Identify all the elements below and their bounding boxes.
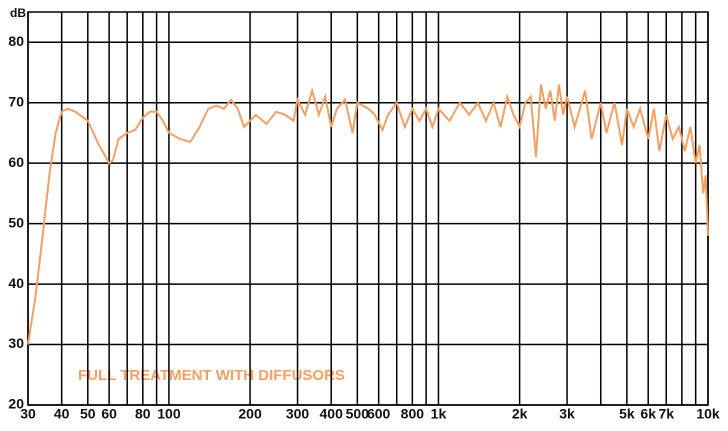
x-tick-label: 60 — [101, 406, 117, 422]
line — [27, 84, 709, 345]
x-tick-label: 100 — [157, 406, 181, 422]
y-tick-label: 30 — [8, 335, 24, 351]
x-tick-label: 7k — [658, 406, 674, 422]
y-tick-label: 20 — [8, 396, 24, 412]
annotation: FULL TREATMENT WITH DIFFUSORS — [78, 367, 345, 384]
x-tick-label: 50 — [80, 406, 96, 422]
y-tick-label: 60 — [8, 154, 24, 170]
x-tick-label: 80 — [135, 406, 151, 422]
x-tick-label: 500 — [346, 406, 370, 422]
y-tick-label: 50 — [8, 214, 24, 230]
x-tick-label: 2k — [512, 406, 528, 422]
x-tick-label: 300 — [286, 406, 310, 422]
y-tick-label: 40 — [8, 275, 24, 291]
y-axis-label: dB — [10, 6, 26, 20]
y-tick-label: 70 — [8, 93, 24, 109]
x-tick-label: 5k — [619, 406, 635, 422]
x-tick-label: 200 — [238, 406, 262, 422]
x-tick-label: 10k — [696, 406, 720, 422]
x-tick-label: 30 — [20, 406, 36, 422]
x-tick-label: 600 — [367, 406, 391, 422]
x-tick-label: 40 — [54, 406, 70, 422]
x-tick-label: 1k — [431, 406, 447, 422]
y-tick-label: 80 — [8, 33, 24, 49]
x-tick-label: 6k — [640, 406, 656, 422]
x-tick-label: 800 — [401, 406, 425, 422]
x-tick-label: 400 — [320, 406, 344, 422]
x-tick-label: 3k — [559, 406, 575, 422]
plot-frame — [27, 11, 709, 406]
